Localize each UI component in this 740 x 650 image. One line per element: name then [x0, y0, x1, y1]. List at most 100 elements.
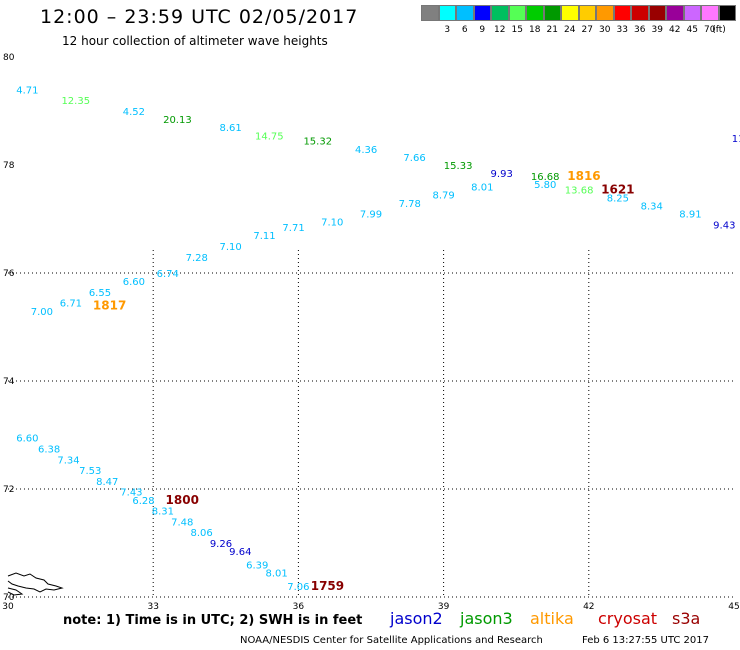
wave-height-value: 9.43: [713, 220, 735, 231]
pass-time-label: 1800: [166, 493, 199, 507]
map-grid: [8, 250, 734, 598]
scale-label: 30: [599, 25, 611, 35]
scale-swatch: [456, 5, 474, 21]
wave-height-value: 9.64: [229, 547, 251, 558]
scale-swatch: [578, 5, 596, 21]
generated-timestamp: Feb 6 13:27:55 UTC 2017: [582, 635, 709, 646]
lat-tick-label: 70: [3, 593, 15, 603]
scale-label: 3: [444, 25, 451, 35]
wave-height-value: 6.39: [246, 561, 268, 572]
lon-tick-label: 36: [293, 602, 305, 612]
scale-swatch: [508, 5, 526, 21]
wave-height-value: 7.66: [403, 153, 425, 164]
scale-label: 45: [686, 25, 698, 35]
scale-label: 24: [564, 25, 576, 35]
wave-height-value: 7.34: [57, 455, 79, 466]
wave-height-value: 16.68: [531, 172, 560, 183]
wave-height-value: 11.92: [732, 134, 740, 145]
lat-tick-label: 72: [3, 485, 14, 495]
scale-swatch: [613, 5, 631, 21]
wave-height-value: 20.13: [163, 115, 192, 126]
wave-height-value: 7.53: [79, 466, 101, 477]
coastline: [7, 572, 64, 596]
scale-label: 39: [651, 25, 663, 35]
pass-time-label: 1816: [567, 169, 600, 183]
page-subtitle: 12 hour collection of altimeter wave hei…: [62, 34, 328, 48]
wave-height-value: 8.31: [152, 507, 174, 518]
lon-tick-label: 42: [583, 602, 594, 612]
wave-height-value: 15.33: [444, 161, 473, 172]
wave-height-value: 7.78: [399, 199, 421, 210]
scale-swatch: [631, 5, 649, 21]
axis-labels: 30 33 36 39 42 45 70 72 74 76 78 80: [2, 53, 739, 612]
mission-altika: altika: [530, 609, 574, 628]
page-title: 12:00 – 23:59 UTC 02/05/2017: [40, 6, 359, 28]
wave-height-value: 8.01: [471, 183, 493, 194]
wave-height-value: 6.38: [38, 445, 60, 456]
scale-label: 9: [479, 25, 486, 35]
wave-height-value: 6.28: [132, 496, 154, 507]
wave-height-value: 7.06: [287, 582, 309, 593]
wave-height-value: 8.25: [607, 193, 629, 204]
wave-height-value: 6.71: [60, 299, 82, 310]
mission-cryosat: cryosat: [598, 609, 658, 628]
wave-height-value: 8.47: [96, 477, 118, 488]
scale-unit: (ft): [712, 25, 726, 35]
lon-tick-label: 39: [438, 602, 450, 612]
pass-time-label: 1759: [311, 579, 344, 593]
wave-height-value: 8.79: [432, 191, 454, 202]
scale-label: 15: [511, 25, 523, 35]
scale-swatch: [683, 5, 701, 21]
wave-height-value: 7.48: [171, 517, 193, 528]
scale-swatch: [438, 5, 456, 21]
scale-swatch: [526, 5, 544, 21]
wave-height-value: 8.01: [265, 569, 287, 580]
wave-height-value: 7.71: [282, 223, 304, 234]
credit-text: NOAA/NESDIS Center for Satellite Applica…: [240, 635, 543, 646]
scale-label: 18: [529, 25, 541, 35]
scale-label: 27: [581, 25, 593, 35]
wave-height-value: 7.11: [253, 231, 275, 242]
scale-swatch: [421, 5, 439, 21]
mission-jason3: jason3: [460, 609, 513, 628]
scale-swatch: [561, 5, 579, 21]
wave-height-value: 8.61: [220, 123, 242, 134]
lat-tick-label: 74: [3, 377, 15, 387]
scale-swatch: [491, 5, 509, 21]
footer-note: note: 1) Time is in UTC; 2) SWH is in fe…: [63, 613, 363, 628]
scale-swatch: [701, 5, 719, 21]
lat-tick-label: 78: [3, 161, 15, 171]
lon-tick-label: 30: [2, 602, 14, 612]
scale-label: 33: [616, 25, 628, 35]
wave-height-value: 6.74: [157, 269, 179, 280]
scale-label: 42: [669, 25, 681, 35]
scale-label: 21: [546, 25, 558, 35]
coastline-shape: [7, 572, 64, 596]
wave-height-value: 7.00: [31, 307, 53, 318]
lon-tick-label: 33: [147, 602, 158, 612]
wave-height-value: 5.80: [534, 180, 556, 191]
scale-swatch: [596, 5, 614, 21]
wave-height-value: 8.91: [679, 210, 701, 221]
wave-height-value: 12.35: [61, 96, 90, 107]
wave-height-value: 6.60: [16, 434, 38, 445]
lon-tick-label: 45: [728, 602, 739, 612]
wave-height-value: 7.43: [120, 488, 142, 499]
lat-tick-label: 76: [3, 269, 15, 279]
scale-label: 70: [704, 25, 716, 35]
pass-time-label: 1621: [601, 182, 634, 196]
wave-height-value: 4.71: [16, 85, 38, 96]
pass-time-label: 1817: [93, 298, 126, 312]
scale-swatch: [543, 5, 561, 21]
mission-jason2: jason2: [390, 609, 443, 628]
wave-height-value: 8.34: [641, 202, 663, 213]
wave-height-value: 8.06: [190, 528, 212, 539]
scale-swatch: [718, 5, 736, 21]
wave-height-value: 13.68: [565, 185, 594, 196]
scale-label: 6: [461, 25, 468, 35]
wave-height-value: 6.60: [123, 277, 145, 288]
mission-s3a: s3a: [672, 609, 701, 628]
scale-label: 36: [634, 25, 646, 35]
